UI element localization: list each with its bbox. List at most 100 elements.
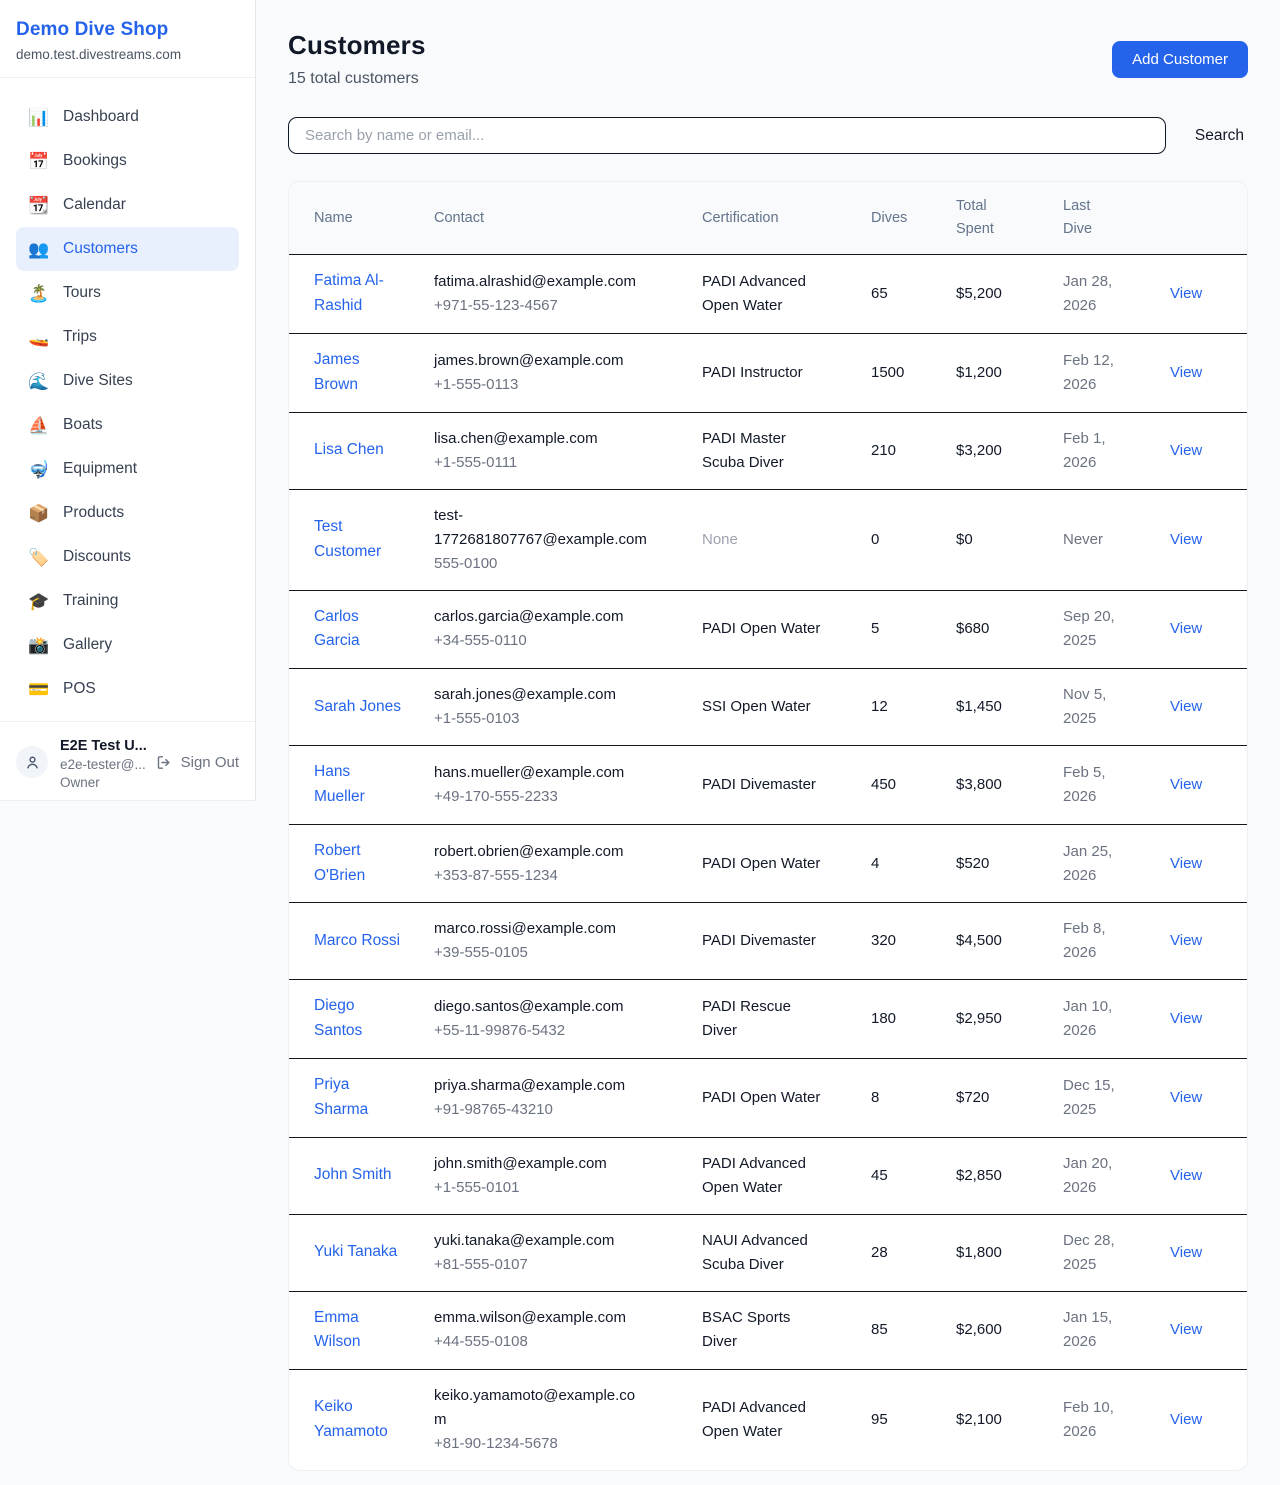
sidebar-item-gallery[interactable]: 📸 Gallery [16, 623, 239, 667]
sidebar-item-boats[interactable]: ⛵ Boats [16, 403, 239, 447]
view-link[interactable]: View [1170, 1411, 1203, 1429]
view-link[interactable]: View [1170, 1321, 1203, 1339]
sailboat-icon: ⛵ [28, 415, 50, 435]
table-row: John Smith john.smith@example.com +1-555… [289, 1137, 1247, 1215]
table-row: Diego Santos diego.santos@example.com +5… [289, 980, 1247, 1059]
certification-cell: PADI Advanced Open Water [702, 1399, 806, 1441]
add-customer-button[interactable]: Add Customer [1112, 41, 1248, 78]
sidebar-item-customers[interactable]: 👥 Customers [16, 227, 239, 271]
last-dive-cell: Never [1063, 530, 1104, 548]
dives-cell: 0 [871, 530, 880, 548]
view-link[interactable]: View [1170, 363, 1203, 381]
table-row: Test Customer test-1772681807767@example… [289, 489, 1247, 591]
dives-cell: 180 [871, 1010, 897, 1028]
sidebar-item-training[interactable]: 🎓 Training [16, 579, 239, 623]
customer-name-link[interactable]: Emma Wilson [314, 1308, 361, 1351]
customer-name-link[interactable]: James Brown [314, 350, 360, 393]
sidebar-nav: 📊 Dashboard 📅 Bookings 📆 Calendar 👥 Customers 🏝️… [0, 78, 255, 721]
sidebar-item-bookings[interactable]: 📅 Bookings [16, 139, 239, 183]
customer-phone: +44-555-0108 [434, 1333, 528, 1351]
view-link[interactable]: View [1170, 620, 1203, 638]
busts-icon: 👥 [28, 239, 50, 259]
last-dive-cell: Jan 15, 2026 [1063, 1309, 1113, 1351]
customer-name-link[interactable]: Lisa Chen [314, 441, 384, 459]
certification-cell: BSAC Sports Diver [702, 1309, 791, 1351]
customer-name-link[interactable]: Test Customer [314, 517, 382, 560]
sidebar-item-discounts[interactable]: 🏷️ Discounts [16, 535, 239, 579]
customer-name-link[interactable]: Robert O'Brien [314, 841, 366, 884]
certification-cell: PADI Open Water [702, 854, 821, 872]
sidebar-item-dive-sites[interactable]: 🌊 Dive Sites [16, 359, 239, 403]
total-spent-cell: $0 [956, 530, 973, 548]
view-link[interactable]: View [1170, 854, 1203, 872]
search-button[interactable]: Search [1191, 127, 1248, 145]
customer-email: emma.wilson@example.com [434, 1309, 626, 1327]
customer-phone: +91-98765-43210 [434, 1100, 553, 1118]
sidebar-item-tours[interactable]: 🏝️ Tours [16, 271, 239, 315]
certification-cell: PADI Advanced Open Water [702, 1154, 806, 1196]
total-spent-cell: $5,200 [956, 285, 1002, 303]
customer-name-link[interactable]: Carlos Garcia [314, 607, 360, 650]
dives-cell: 12 [871, 698, 888, 716]
label-tag-icon: 🏷️ [28, 547, 50, 567]
view-link[interactable]: View [1170, 1243, 1203, 1261]
total-spent-cell: $2,100 [956, 1411, 1002, 1429]
dives-cell: 65 [871, 285, 888, 303]
customer-name-link[interactable]: Fatima Al-Rashid [314, 272, 384, 315]
customer-name-link[interactable]: Sarah Jones [314, 697, 402, 715]
customer-name-link[interactable]: Yuki Tanaka [314, 1243, 398, 1261]
table-row: Marco Rossi marco.rossi@example.com +39-… [289, 903, 1247, 980]
certification-cell: PADI Open Water [702, 1088, 821, 1106]
customer-name-link[interactable]: Marco Rossi [314, 931, 401, 949]
table-row: Fatima Al-Rashid fatima.alrashid@example… [289, 255, 1247, 334]
view-link[interactable]: View [1170, 932, 1203, 950]
view-link[interactable]: View [1170, 1166, 1203, 1184]
customer-name-link[interactable]: Diego Santos [314, 997, 363, 1040]
total-spent-cell: $3,200 [956, 441, 1002, 459]
user-info: E2E Test U... e2e-tester@... Owner [60, 738, 147, 790]
total-spent-cell: $2,600 [956, 1321, 1002, 1339]
dives-cell: 45 [871, 1166, 888, 1184]
last-dive-cell: Feb 12, 2026 [1063, 351, 1114, 393]
credit-card-icon: 💳 [28, 679, 50, 699]
customer-count: 15 total customers [288, 70, 419, 87]
customer-phone: +81-555-0107 [434, 1255, 528, 1273]
sidebar-item-equipment[interactable]: 🤿 Equipment [16, 447, 239, 491]
dives-cell: 28 [871, 1243, 888, 1261]
customer-email: yuki.tanaka@example.com [434, 1231, 615, 1249]
dives-cell: 1500 [871, 363, 905, 381]
person-icon [26, 756, 38, 769]
dives-cell: 4 [871, 854, 880, 872]
view-link[interactable]: View [1170, 698, 1203, 716]
diving-mask-icon: 🤿 [28, 459, 50, 479]
customer-phone: +1-555-0103 [434, 710, 520, 728]
shop-name: Demo Dive Shop [16, 19, 169, 40]
customer-name-link[interactable]: Keiko Yamamoto [314, 1398, 388, 1441]
search-input[interactable] [288, 117, 1166, 154]
view-link[interactable]: View [1170, 530, 1203, 548]
customer-name-link[interactable]: Priya Sharma [314, 1075, 369, 1118]
view-link[interactable]: View [1170, 285, 1203, 303]
view-link[interactable]: View [1170, 1010, 1203, 1028]
certification-cell: PADI Rescue Diver [702, 998, 791, 1040]
sidebar-item-products[interactable]: 📦 Products [16, 491, 239, 535]
view-link[interactable]: View [1170, 441, 1203, 459]
view-link[interactable]: View [1170, 775, 1203, 793]
view-link[interactable]: View [1170, 1088, 1203, 1106]
customer-name-link[interactable]: John Smith [314, 1166, 392, 1184]
customer-phone: +49-170-555-2233 [434, 787, 558, 805]
table-row: Priya Sharma priya.sharma@example.com +9… [289, 1058, 1247, 1138]
customer-name-link[interactable]: Hans Mueller [314, 763, 365, 805]
sidebar-item-label: POS [63, 680, 96, 697]
sidebar-user-section: E2E Test U... e2e-tester@... Owner Sign … [0, 721, 255, 808]
sidebar-item-dashboard[interactable]: 📊 Dashboard [16, 95, 239, 139]
table-row: James Brown james.brown@example.com +1-5… [289, 333, 1247, 413]
sidebar-item-pos[interactable]: 💳 POS [16, 667, 239, 711]
total-spent-cell: $2,850 [956, 1166, 1002, 1184]
last-dive-cell: Jan 28, 2026 [1063, 273, 1113, 315]
sidebar-item-label: Tours [63, 284, 101, 301]
table-row: Carlos Garcia carlos.garcia@example.com … [289, 590, 1247, 669]
sidebar-item-trips[interactable]: 🚤 Trips [16, 315, 239, 359]
sidebar-item-calendar[interactable]: 📆 Calendar [16, 183, 239, 227]
sign-out-button[interactable]: Sign Out [156, 754, 239, 771]
